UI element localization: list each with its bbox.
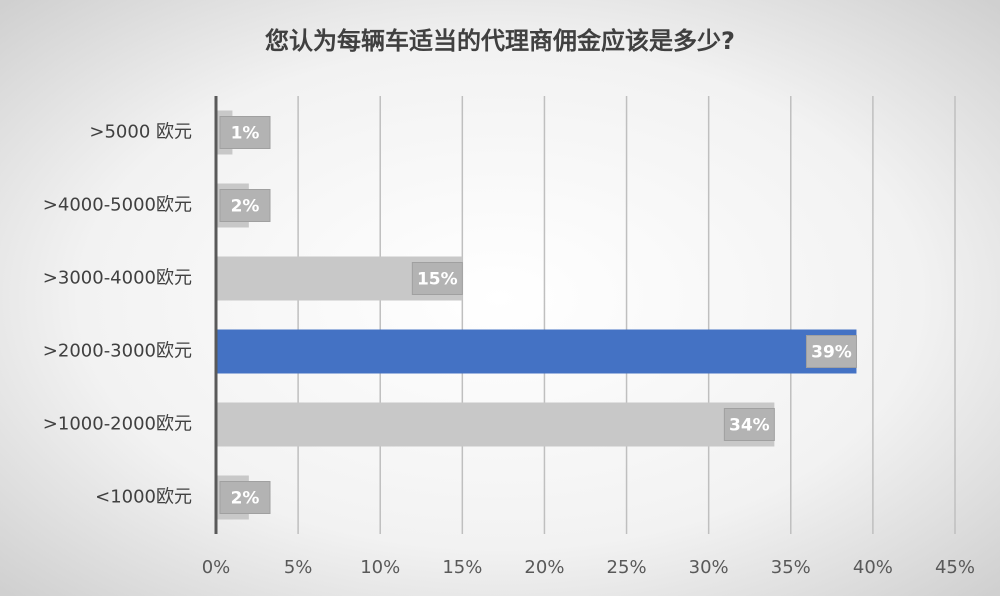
bar — [216, 402, 775, 447]
y-tick-label: >5000 欧元 — [89, 122, 192, 143]
x-tick-label: 15% — [442, 557, 482, 578]
x-tick-label: 10% — [360, 557, 400, 578]
chart-title: 您认为每辆车适当的代理商佣金应该是多少? — [265, 27, 735, 55]
value-label-box — [219, 481, 271, 514]
value-label-box — [219, 189, 271, 222]
y-tick-label: >3000-4000欧元 — [43, 268, 192, 289]
x-tick-label: 5% — [284, 557, 313, 578]
value-label-box — [219, 116, 271, 149]
y-tick-label: >1000-2000欧元 — [43, 414, 192, 435]
y-tick-label: <1000欧元 — [95, 487, 192, 508]
value-label: 2% — [231, 489, 260, 509]
y-tick-label: >4000-5000欧元 — [43, 195, 192, 216]
y-tick-label: >2000-3000欧元 — [43, 341, 192, 362]
x-tick-label: 0% — [202, 557, 231, 578]
value-label-box — [805, 335, 857, 368]
value-label-box — [723, 408, 775, 441]
value-label: 1% — [231, 124, 260, 144]
value-label: 2% — [231, 197, 260, 217]
bar — [216, 329, 857, 374]
x-tick-label: 40% — [853, 557, 893, 578]
value-label: 34% — [729, 416, 770, 436]
x-tick-label: 45% — [935, 557, 975, 578]
x-tick-label: 35% — [771, 557, 811, 578]
x-tick-label: 25% — [607, 557, 647, 578]
value-label: 15% — [417, 270, 458, 290]
value-label: 39% — [811, 343, 852, 363]
x-tick-label: 30% — [689, 557, 729, 578]
x-tick-label: 20% — [524, 557, 564, 578]
value-label-box — [411, 262, 463, 295]
